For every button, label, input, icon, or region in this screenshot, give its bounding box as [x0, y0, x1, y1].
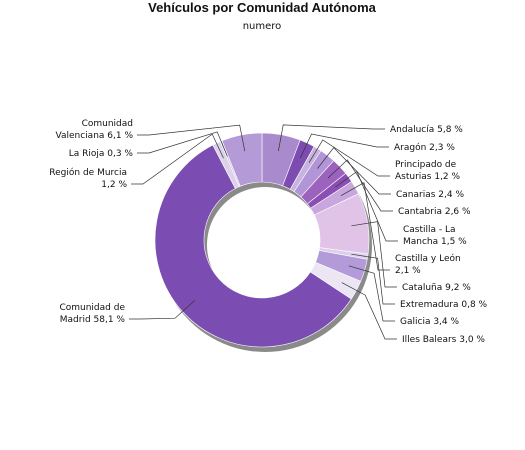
slice-label: Illes Balears 3,0 % — [402, 335, 485, 345]
leader-line — [131, 133, 224, 185]
leader-line — [278, 124, 385, 152]
leader-line — [137, 124, 246, 152]
chart-subtitle: numero — [243, 21, 282, 32]
slice-label: 2,1 % — [395, 266, 421, 276]
leader-line — [299, 133, 389, 159]
pie-slice — [154, 144, 352, 348]
slice-label: Principado de — [395, 160, 457, 170]
leader-line — [351, 253, 395, 305]
leader-lines — [129, 124, 398, 340]
slice-label: Galicia 3,4 % — [400, 317, 459, 327]
slice-label: La Rioja 0,3 % — [69, 149, 134, 159]
leader-line — [129, 300, 195, 320]
slice-label: Extremadura 0,8 % — [400, 300, 488, 310]
leader-line — [341, 282, 397, 340]
leader-line — [308, 139, 390, 177]
slice-label: Castilla y León — [395, 253, 461, 264]
leader-line — [348, 265, 395, 322]
slice-label: Asturias 1,2 % — [395, 172, 461, 182]
leader-line — [335, 170, 398, 242]
slice-label: Castilla - La — [403, 225, 456, 235]
slice-label: Región de Murcia — [49, 167, 127, 178]
slice-label: Madrid 58,1 % — [60, 315, 126, 325]
leader-line — [340, 182, 390, 271]
slice-label: Aragón 2,3 % — [394, 142, 455, 153]
leader-line — [137, 131, 228, 157]
pie-slice — [221, 132, 263, 187]
slice-label: Valenciana 6,1 % — [56, 131, 134, 141]
slice-label: Comunidad — [82, 119, 133, 129]
leader-line — [351, 221, 397, 288]
leader-line — [317, 147, 391, 195]
donut-slices — [154, 132, 370, 348]
slice-label: Canarias 2,4 % — [396, 190, 464, 200]
chart-title: Vehículos por Comunidad Autónoma — [148, 0, 377, 15]
slice-label: Mancha 1,5 % — [403, 237, 467, 247]
slice-label: Comunidad de — [59, 303, 125, 313]
slice-labels: Andalucía 5,8 % Aragón 2,3 % Principado de… — [49, 119, 487, 345]
slice-label: 1,2 % — [101, 180, 127, 190]
slice-label: Andalucía 5,8 % — [390, 125, 463, 135]
slice-label: Cantabria 2,6 % — [398, 207, 471, 217]
slice-label: Cataluña 9,2 % — [402, 283, 471, 293]
